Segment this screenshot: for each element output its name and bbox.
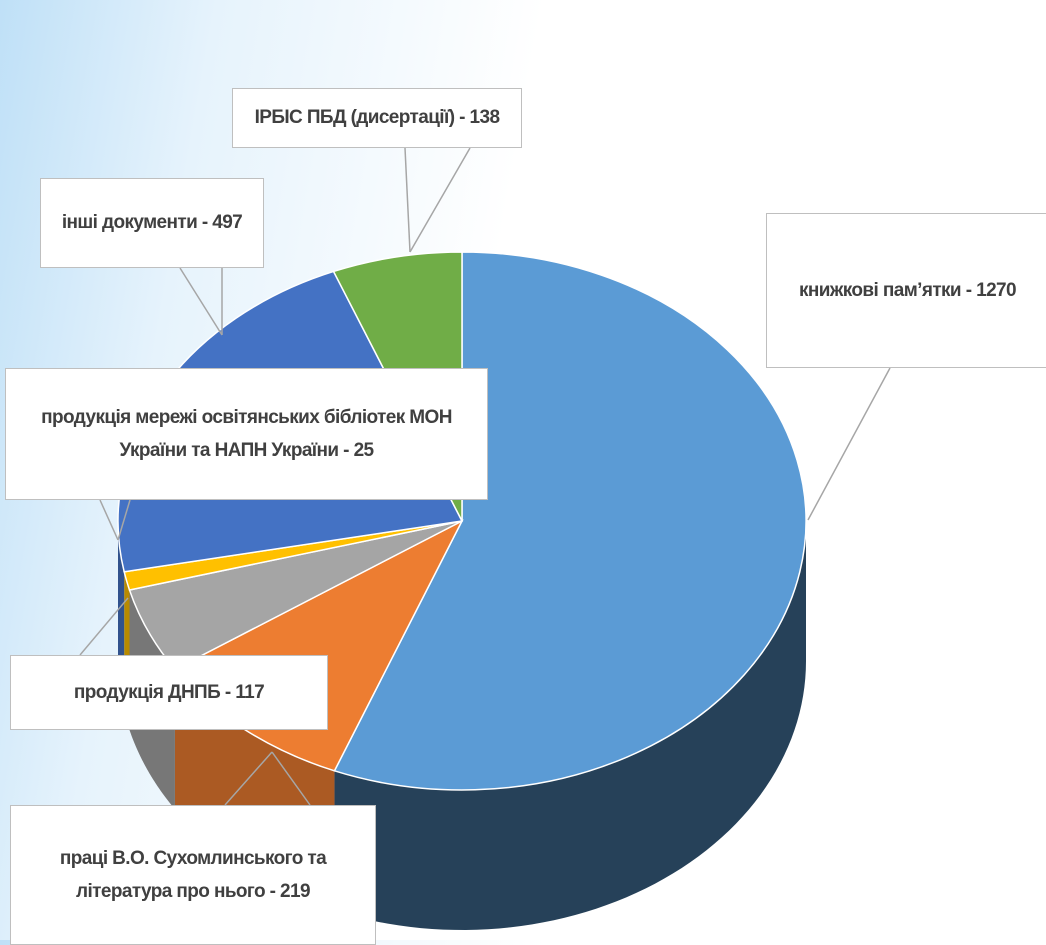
slice-label: продукція ДНПБ - 117 [10, 655, 328, 730]
leader-line [79, 597, 129, 656]
slice-label: книжкові пам’ятки - 1270 [766, 213, 1046, 368]
leader-line [117, 499, 131, 541]
leader-line [99, 499, 119, 541]
leader-line [409, 147, 471, 253]
slice [333, 251, 807, 791]
leader-line [179, 267, 223, 336]
leader-line [271, 751, 311, 806]
leader-lines [79, 147, 891, 806]
slice-label: інші документи - 497 [40, 178, 264, 268]
slice-side [334, 521, 806, 930]
leader-line [224, 751, 273, 806]
slice-label: продукція мережі освітянських бібліотек … [5, 368, 488, 500]
leader-line [807, 367, 891, 521]
leader-line [404, 147, 411, 253]
slice-label: праці В.О. Сухомлинського та література … [10, 805, 376, 945]
slice-label: ІРБІС ПБД (дисертації) - 138 [232, 88, 522, 148]
